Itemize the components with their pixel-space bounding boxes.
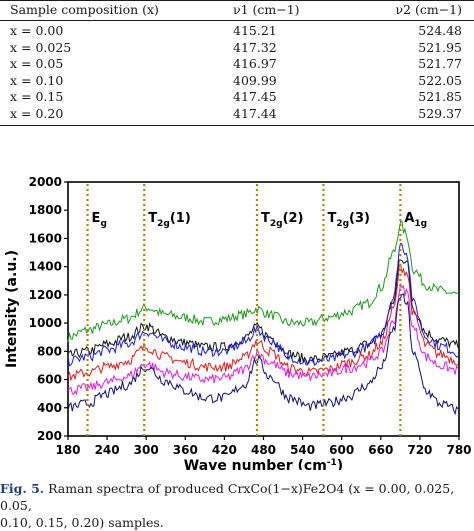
caption-text-line2: 0.10, 0.15, 0.20) samples. (0, 515, 164, 530)
table-cell-composition: x = 0.05 (10, 56, 64, 71)
header-nu1: ν1 (cm−1) (233, 2, 300, 17)
spectrum-series-5 (67, 283, 459, 396)
y-tick-label: 1200 (29, 288, 62, 302)
y-tick-label: 2000 (29, 175, 62, 189)
x-tick-label: 300 (134, 443, 159, 457)
caption-fig-label: Fig. 5. (0, 481, 45, 496)
raman-spectra-chart: Eg T2g(1) T2g(2) T2g(3) A1g 180 240 300 360 420 4… (4, 175, 472, 470)
table-header-rule (0, 20, 474, 21)
table-cell-nu1: 416.97 (233, 56, 277, 71)
table-cell-nu2: 524.48 (418, 23, 462, 38)
table-cell-nu2: 521.95 (418, 39, 462, 55)
y-tick-label: 600 (37, 373, 62, 387)
table-cell-nu2: 521.85 (418, 89, 462, 104)
table-cell-composition: x = 0.10 (10, 72, 64, 88)
table-cell-nu1: 417.32 (233, 39, 277, 55)
x-tick-label: 240 (95, 443, 120, 457)
caption-text-line1: Raman spectra of produced CrxCo(1−x)Fe2O… (0, 481, 455, 513)
y-tick-label: 1400 (29, 260, 62, 274)
x-tick-label: 480 (251, 443, 276, 457)
x-tick-label: 780 (446, 443, 471, 457)
y-tick-label: 200 (37, 429, 62, 443)
x-axis-title: Wave number (cm-1) (184, 458, 343, 470)
table-cell-nu1: 417.45 (233, 89, 277, 104)
spectrum-series-3 (67, 242, 459, 367)
table-top-rule (0, 0, 474, 1)
x-tick-label: 180 (55, 443, 80, 457)
header-nu2: ν2 (cm−1) (395, 2, 462, 17)
y-axis-title: Intensity (a.u.) (4, 250, 20, 368)
y-tick-label: 400 (37, 401, 62, 415)
plot-area (67, 181, 460, 437)
x-tick-label: 420 (212, 443, 237, 457)
y-tick-label: 1600 (29, 231, 62, 245)
table-cell-nu1: 409.99 (233, 72, 277, 88)
header-composition: Sample composition (x) (10, 2, 159, 17)
table-cell-nu2: 521.77 (418, 56, 462, 71)
table-cell-nu2: 522.05 (418, 72, 462, 88)
y-tick-label: 1800 (29, 203, 62, 217)
spectrum-series-1 (67, 220, 459, 343)
x-tick-label: 660 (368, 443, 393, 457)
table-cell-nu1: 415.21 (233, 23, 277, 38)
x-tick-label: 720 (407, 443, 432, 457)
y-tick-label: 800 (37, 344, 62, 358)
table-cell-nu2: 529.37 (418, 105, 462, 121)
figure-caption: Fig. 5. Raman spectra of produced CrxCo(… (0, 480, 474, 531)
spectrum-series-6 (67, 293, 459, 416)
spectrum-series-4 (67, 263, 459, 382)
y-tick-label: 1000 (29, 316, 62, 330)
table-bottom-rule (0, 125, 474, 126)
x-tick-label: 360 (173, 443, 198, 457)
table-cell-composition: x = 0.15 (10, 89, 64, 104)
x-tick-label: 540 (290, 443, 315, 457)
table-cell-nu1: 417.44 (233, 105, 277, 121)
table-cell-composition: x = 0.00 (10, 23, 64, 38)
table-cell-composition: x = 0.20 (10, 105, 64, 121)
table-cell-composition: x = 0.025 (10, 39, 72, 55)
x-tick-label: 600 (329, 443, 354, 457)
